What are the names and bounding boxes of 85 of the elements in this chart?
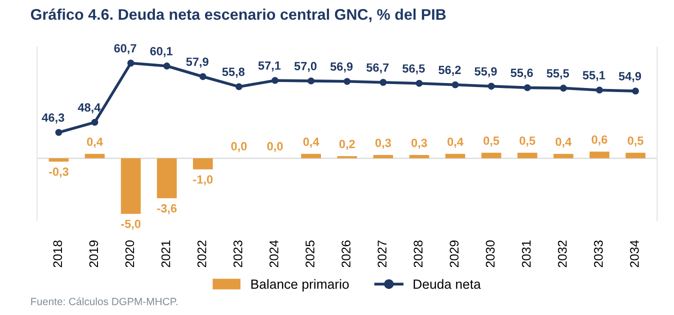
data-label: 56,7 (366, 63, 389, 74)
x-tick-label: 2023 (233, 240, 242, 268)
data-label: 0,0 (231, 142, 247, 152)
point (632, 88, 639, 95)
data-label: 48,4 (78, 103, 101, 114)
legend-label: Balance primario (251, 279, 349, 292)
data-label: 55,6 (510, 68, 533, 79)
bar (590, 152, 610, 158)
bar (409, 154, 430, 158)
x-tick-label: 2025 (306, 240, 314, 268)
x-tick-label: 2020 (125, 240, 134, 268)
bar (626, 152, 646, 158)
point (91, 118, 98, 126)
data-label: 0,3 (411, 138, 427, 149)
data-label: 54,9 (618, 72, 642, 82)
point (380, 78, 387, 86)
bar (445, 154, 466, 158)
bar (481, 152, 502, 158)
x-tick-label: 2022 (197, 240, 206, 268)
data-label: 0,4 (448, 138, 464, 148)
data-label: 0,4 (303, 138, 320, 148)
data-label: 55,9 (474, 67, 497, 78)
point (127, 60, 134, 67)
bar (84, 154, 105, 158)
data-label: 0,0 (267, 142, 283, 152)
bar (373, 154, 394, 158)
data-label: 0,2 (339, 140, 355, 150)
data-label: 0,5 (628, 136, 644, 147)
point (344, 78, 351, 85)
bar (156, 158, 177, 198)
x-tick-label: 2021 (161, 240, 170, 268)
x-tick-label: 2018 (53, 240, 62, 268)
data-label: 56,2 (438, 66, 461, 76)
x-tick-label: 2032 (558, 240, 567, 268)
point (308, 77, 315, 84)
data-label: -5,0 (121, 220, 140, 230)
data-label: 55,1 (582, 71, 606, 82)
data-label: -0,3 (48, 168, 68, 178)
data-label: 60,7 (114, 44, 136, 54)
data-label: 0,6 (592, 135, 608, 146)
x-tick-label: 2031 (522, 240, 531, 268)
x-tick-label: 2026 (342, 240, 350, 268)
point (235, 83, 242, 90)
point (452, 81, 459, 88)
x-tick-label: 2024 (270, 240, 278, 268)
bar (554, 154, 574, 158)
data-label: -1,0 (193, 175, 213, 186)
data-label: 0,4 (556, 138, 572, 148)
data-label: 57,9 (186, 58, 208, 68)
point (163, 62, 170, 70)
data-label: 0,5 (520, 136, 536, 147)
data-label: 0,3 (375, 138, 391, 149)
data-label: 56,5 (402, 64, 425, 74)
data-label: 0,5 (484, 136, 500, 147)
point (199, 73, 206, 80)
data-label: -3,6 (157, 204, 177, 214)
data-label: 46,3 (42, 113, 64, 124)
data-label: 55,5 (546, 69, 570, 80)
point (524, 84, 531, 92)
source-note: Fuente: Cálculos DGPM-MHCP. (31, 297, 178, 306)
bar (517, 152, 538, 158)
x-tick-label: 2034 (630, 240, 639, 268)
x-tick-label: 2027 (378, 240, 387, 268)
data-label: 57,0 (294, 62, 317, 72)
data-label: 60,1 (150, 46, 172, 58)
point (596, 86, 603, 94)
bar (192, 158, 213, 170)
legend-label: Deuda neta (414, 279, 481, 289)
x-tick-label: 2019 (89, 240, 98, 268)
x-tick-label: 2033 (594, 240, 603, 268)
point (272, 76, 278, 84)
point (416, 80, 423, 87)
bar (301, 154, 321, 158)
data-label: 55,8 (222, 68, 245, 78)
point (55, 128, 62, 136)
point (560, 84, 567, 92)
x-tick-label: 2029 (450, 240, 459, 268)
data-label: 57,1 (258, 62, 281, 72)
data-label: 56,9 (330, 62, 353, 72)
x-tick-label: 2028 (414, 240, 423, 268)
chart-title: Gráfico 4.6. Deuda neta escenario central GNC, % del PIB (30, 8, 446, 22)
x-tick-label: 2030 (486, 240, 495, 268)
point (488, 82, 495, 90)
bar (120, 158, 141, 214)
data-label: 0,4 (87, 138, 103, 148)
